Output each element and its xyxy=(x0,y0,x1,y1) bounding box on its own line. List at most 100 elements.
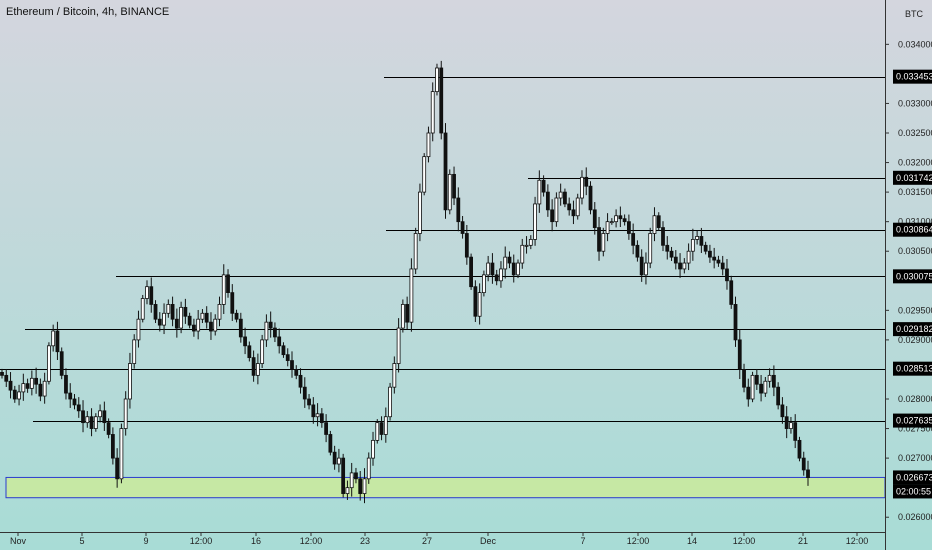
candle-body xyxy=(793,422,798,441)
candle-body xyxy=(89,416,94,429)
candle-body xyxy=(285,354,290,361)
candle-body xyxy=(140,298,145,320)
candle-body xyxy=(439,67,444,134)
candle-body xyxy=(38,383,43,397)
candle-body xyxy=(473,286,478,317)
price-unit-label: BTC xyxy=(905,9,924,19)
x-tick-label: 14 xyxy=(687,536,697,546)
candle-body xyxy=(72,398,77,406)
candle-body xyxy=(575,197,580,217)
x-tick-label: 12:00 xyxy=(846,536,869,546)
candle-body xyxy=(290,360,294,370)
candle-body xyxy=(166,304,171,314)
y-tick-label: 0.033000 xyxy=(898,98,932,108)
candle-body xyxy=(183,306,188,317)
last-price-tag-bg xyxy=(893,470,932,485)
candle-body xyxy=(110,434,115,459)
candle-body xyxy=(690,238,695,252)
candle-body xyxy=(639,256,644,276)
candle-body xyxy=(354,472,358,480)
candle-body xyxy=(298,374,303,388)
candle-body xyxy=(8,380,13,391)
level-price-tag-bg xyxy=(893,222,932,237)
candle-body xyxy=(238,318,243,338)
candle-body xyxy=(315,413,320,418)
y-tick-label: 0.029000 xyxy=(898,335,932,345)
y-tick-label: 0.031500 xyxy=(898,187,932,197)
candle-body xyxy=(162,312,166,326)
candle-body xyxy=(528,238,533,246)
candle-body xyxy=(486,262,491,276)
candle-body xyxy=(435,67,439,93)
candle-body xyxy=(281,345,286,356)
candle-body xyxy=(648,233,653,264)
candle-body xyxy=(601,233,606,252)
candle-body xyxy=(243,336,247,347)
candle-body xyxy=(319,413,324,424)
x-tick-label: 21 xyxy=(798,536,808,546)
x-tick-label: 7 xyxy=(580,536,585,546)
level-price-tag: 0.031742 xyxy=(896,173,932,183)
bar-countdown-tag-bg xyxy=(893,484,932,499)
candle-body xyxy=(801,457,806,471)
candle-body xyxy=(349,472,354,489)
candle-body xyxy=(226,274,230,294)
y-tick-label: 0.032000 xyxy=(898,158,932,168)
candle-body xyxy=(644,262,648,276)
candle-body xyxy=(145,286,149,299)
candle-body xyxy=(328,434,333,453)
candle-body xyxy=(733,304,738,341)
candle-body xyxy=(784,416,789,429)
candle-body xyxy=(200,312,205,320)
candle-body xyxy=(737,339,742,370)
candle-body xyxy=(759,383,763,394)
candle-body xyxy=(520,244,525,264)
candle-body xyxy=(511,262,516,276)
candle-body xyxy=(712,256,717,261)
candle-body xyxy=(494,274,499,282)
candle-body xyxy=(516,262,520,276)
candle-body xyxy=(366,457,371,480)
candle-body xyxy=(537,179,542,205)
candle-body xyxy=(754,374,759,385)
candle-body xyxy=(42,380,47,397)
candle-body xyxy=(746,386,751,400)
level-price-tag-bg xyxy=(893,413,932,428)
x-tick-label: 9 xyxy=(143,536,148,546)
candle-body xyxy=(4,374,9,382)
x-tick-label: Dec xyxy=(480,536,497,546)
candle-body xyxy=(213,318,218,332)
candle-body xyxy=(631,233,636,246)
candle-body xyxy=(405,304,410,323)
candle-body xyxy=(230,292,235,314)
candle-body xyxy=(47,345,51,382)
candle-body xyxy=(196,318,201,332)
candle-body xyxy=(767,374,772,382)
candle-body xyxy=(277,336,282,347)
candle-body xyxy=(614,215,618,223)
candle-body xyxy=(264,321,269,341)
candle-body xyxy=(750,374,755,400)
candle-body xyxy=(469,256,473,288)
level-price-tag-bg xyxy=(893,361,932,376)
x-tick-label: 16 xyxy=(251,536,261,546)
candle-body xyxy=(567,203,572,211)
candle-body xyxy=(409,268,414,323)
candle-body xyxy=(273,327,277,338)
last-price-tag: 0.026673 xyxy=(896,472,932,482)
candle-body xyxy=(400,304,405,329)
candle-body xyxy=(51,330,56,347)
candle-body xyxy=(12,389,17,400)
y-tick-label: 0.027000 xyxy=(898,453,932,463)
candle-body xyxy=(545,191,550,211)
candle-body xyxy=(68,392,73,400)
candle-body xyxy=(682,262,687,270)
candle-body xyxy=(430,91,435,134)
candle-body xyxy=(396,327,401,364)
candle-body xyxy=(464,233,469,258)
candle-body xyxy=(25,383,30,389)
level-price-tag-bg xyxy=(893,69,932,84)
candle-body xyxy=(413,233,418,270)
candle-body xyxy=(541,179,546,193)
